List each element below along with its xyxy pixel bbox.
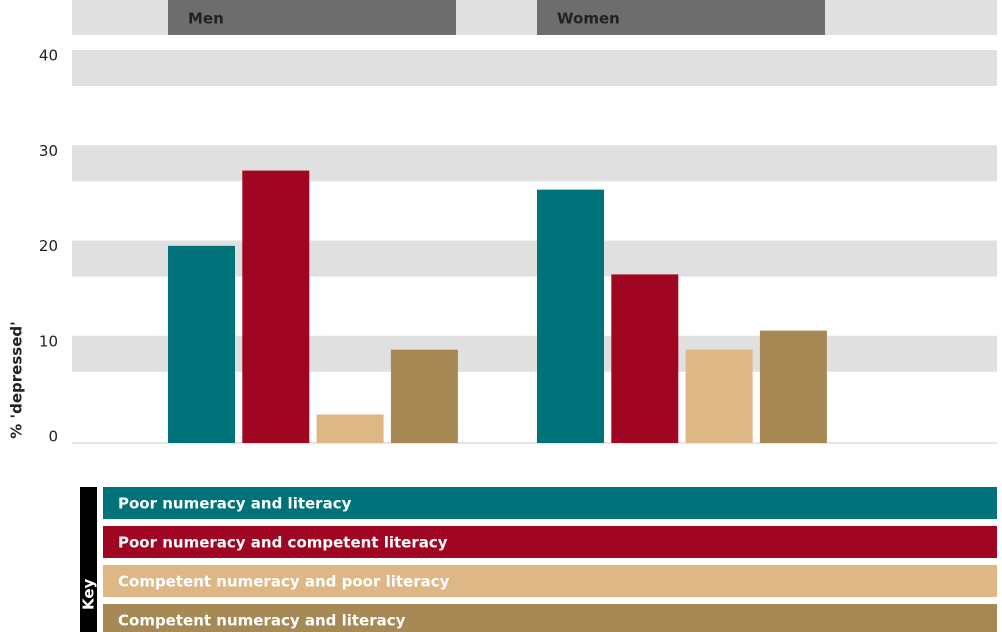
legend-title: Key: [80, 578, 98, 610]
bar: [316, 414, 384, 443]
legend-swatch: [103, 526, 997, 558]
y-tick-label: 0: [48, 428, 58, 446]
group-header: [168, 0, 456, 35]
y-tick-label: 10: [39, 332, 58, 350]
y-axis-label: % 'depressed': [8, 321, 26, 438]
y-tick-label: 40: [39, 47, 58, 65]
legend-label: Poor numeracy and literacy: [118, 495, 352, 513]
group-header: [537, 0, 825, 35]
x-tick-label: Women: [557, 10, 620, 28]
legend-swatch: [103, 487, 997, 519]
legend-key-bar: [80, 487, 97, 632]
bar: [537, 189, 604, 443]
y-tick-label: 30: [39, 142, 58, 160]
bar: [611, 274, 679, 443]
legend-swatch: [103, 565, 997, 597]
y-tick-label: 20: [39, 237, 58, 255]
legend-swatch: [103, 604, 997, 632]
grid-band: [72, 50, 997, 86]
legend-label: Poor numeracy and competent literacy: [118, 534, 448, 552]
bar: [685, 349, 753, 443]
x-tick-label: Men: [188, 10, 224, 28]
bar: [759, 330, 827, 443]
bar: [390, 349, 458, 443]
legend-label: Competent numeracy and poor literacy: [118, 573, 450, 591]
legend-label: Competent numeracy and literacy: [118, 612, 406, 630]
grid-band: [72, 145, 997, 182]
bar: [242, 170, 310, 443]
bar: [168, 245, 235, 443]
